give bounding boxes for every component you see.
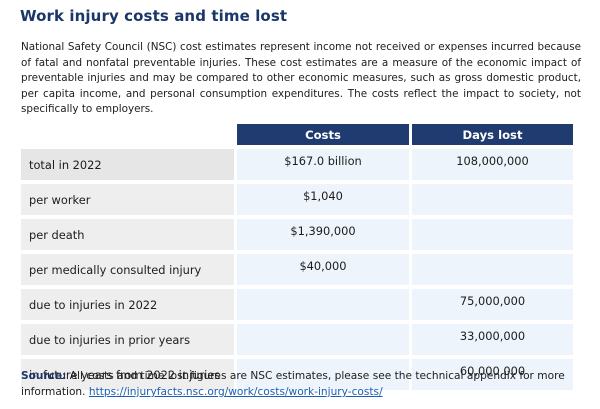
page-title: Work injury costs and time lost [20, 7, 288, 25]
cost-cell: $40,000 [237, 254, 409, 285]
source-text: All costs and time lost figures are NSC … [21, 370, 565, 398]
cost-cell: $1,390,000 [237, 219, 409, 250]
row-label: per medically consulted injury [21, 254, 234, 285]
table-row: per medically consulted injury $40,000 [21, 254, 573, 285]
table-row: due to injuries in prior years 33,000,00… [21, 324, 573, 355]
intro-paragraph: National Safety Council (NSC) cost estim… [21, 41, 581, 116]
source-link[interactable]: https://injuryfacts.nsc.org/work/costs/w… [88, 386, 383, 398]
row-label: per death [21, 219, 234, 250]
source-note: Source: All costs and time lost figures … [21, 368, 583, 400]
table-row: total in 2022 $167.0 billion 108,000,000 [21, 149, 573, 180]
cost-cell: $1,040 [237, 184, 409, 215]
days-cell: 60,000,000 [412, 359, 573, 390]
table-row: due to injuries in 2022 75,000,000 [21, 289, 573, 320]
days-cell [412, 219, 573, 250]
table-row: in future years from 2022 injuries 60,00… [21, 359, 573, 390]
costs-table: Costs Days lost total in 2022 $167.0 bil… [18, 120, 576, 394]
days-cell: 108,000,000 [412, 149, 573, 180]
days-cell: 33,000,000 [412, 324, 573, 355]
cost-cell: $167.0 billion [237, 149, 409, 180]
table-header-row: Costs Days lost [21, 124, 573, 145]
row-label: due to injuries in prior years [21, 324, 234, 355]
row-label: total in 2022 [21, 149, 234, 180]
source-label: Source: [21, 370, 67, 382]
table-row: per worker $1,040 [21, 184, 573, 215]
row-label: in future years from 2022 injuries [21, 359, 234, 390]
row-label: per worker [21, 184, 234, 215]
table-row: per death $1,390,000 [21, 219, 573, 250]
days-cell: 75,000,000 [412, 289, 573, 320]
cost-cell [237, 324, 409, 355]
cost-cell [237, 289, 409, 320]
header-costs: Costs [237, 124, 409, 145]
days-cell [412, 184, 573, 215]
header-days-lost: Days lost [412, 124, 573, 145]
row-label: due to injuries in 2022 [21, 289, 234, 320]
days-cell [412, 254, 573, 285]
cost-cell [237, 359, 409, 390]
header-blank [21, 124, 234, 145]
